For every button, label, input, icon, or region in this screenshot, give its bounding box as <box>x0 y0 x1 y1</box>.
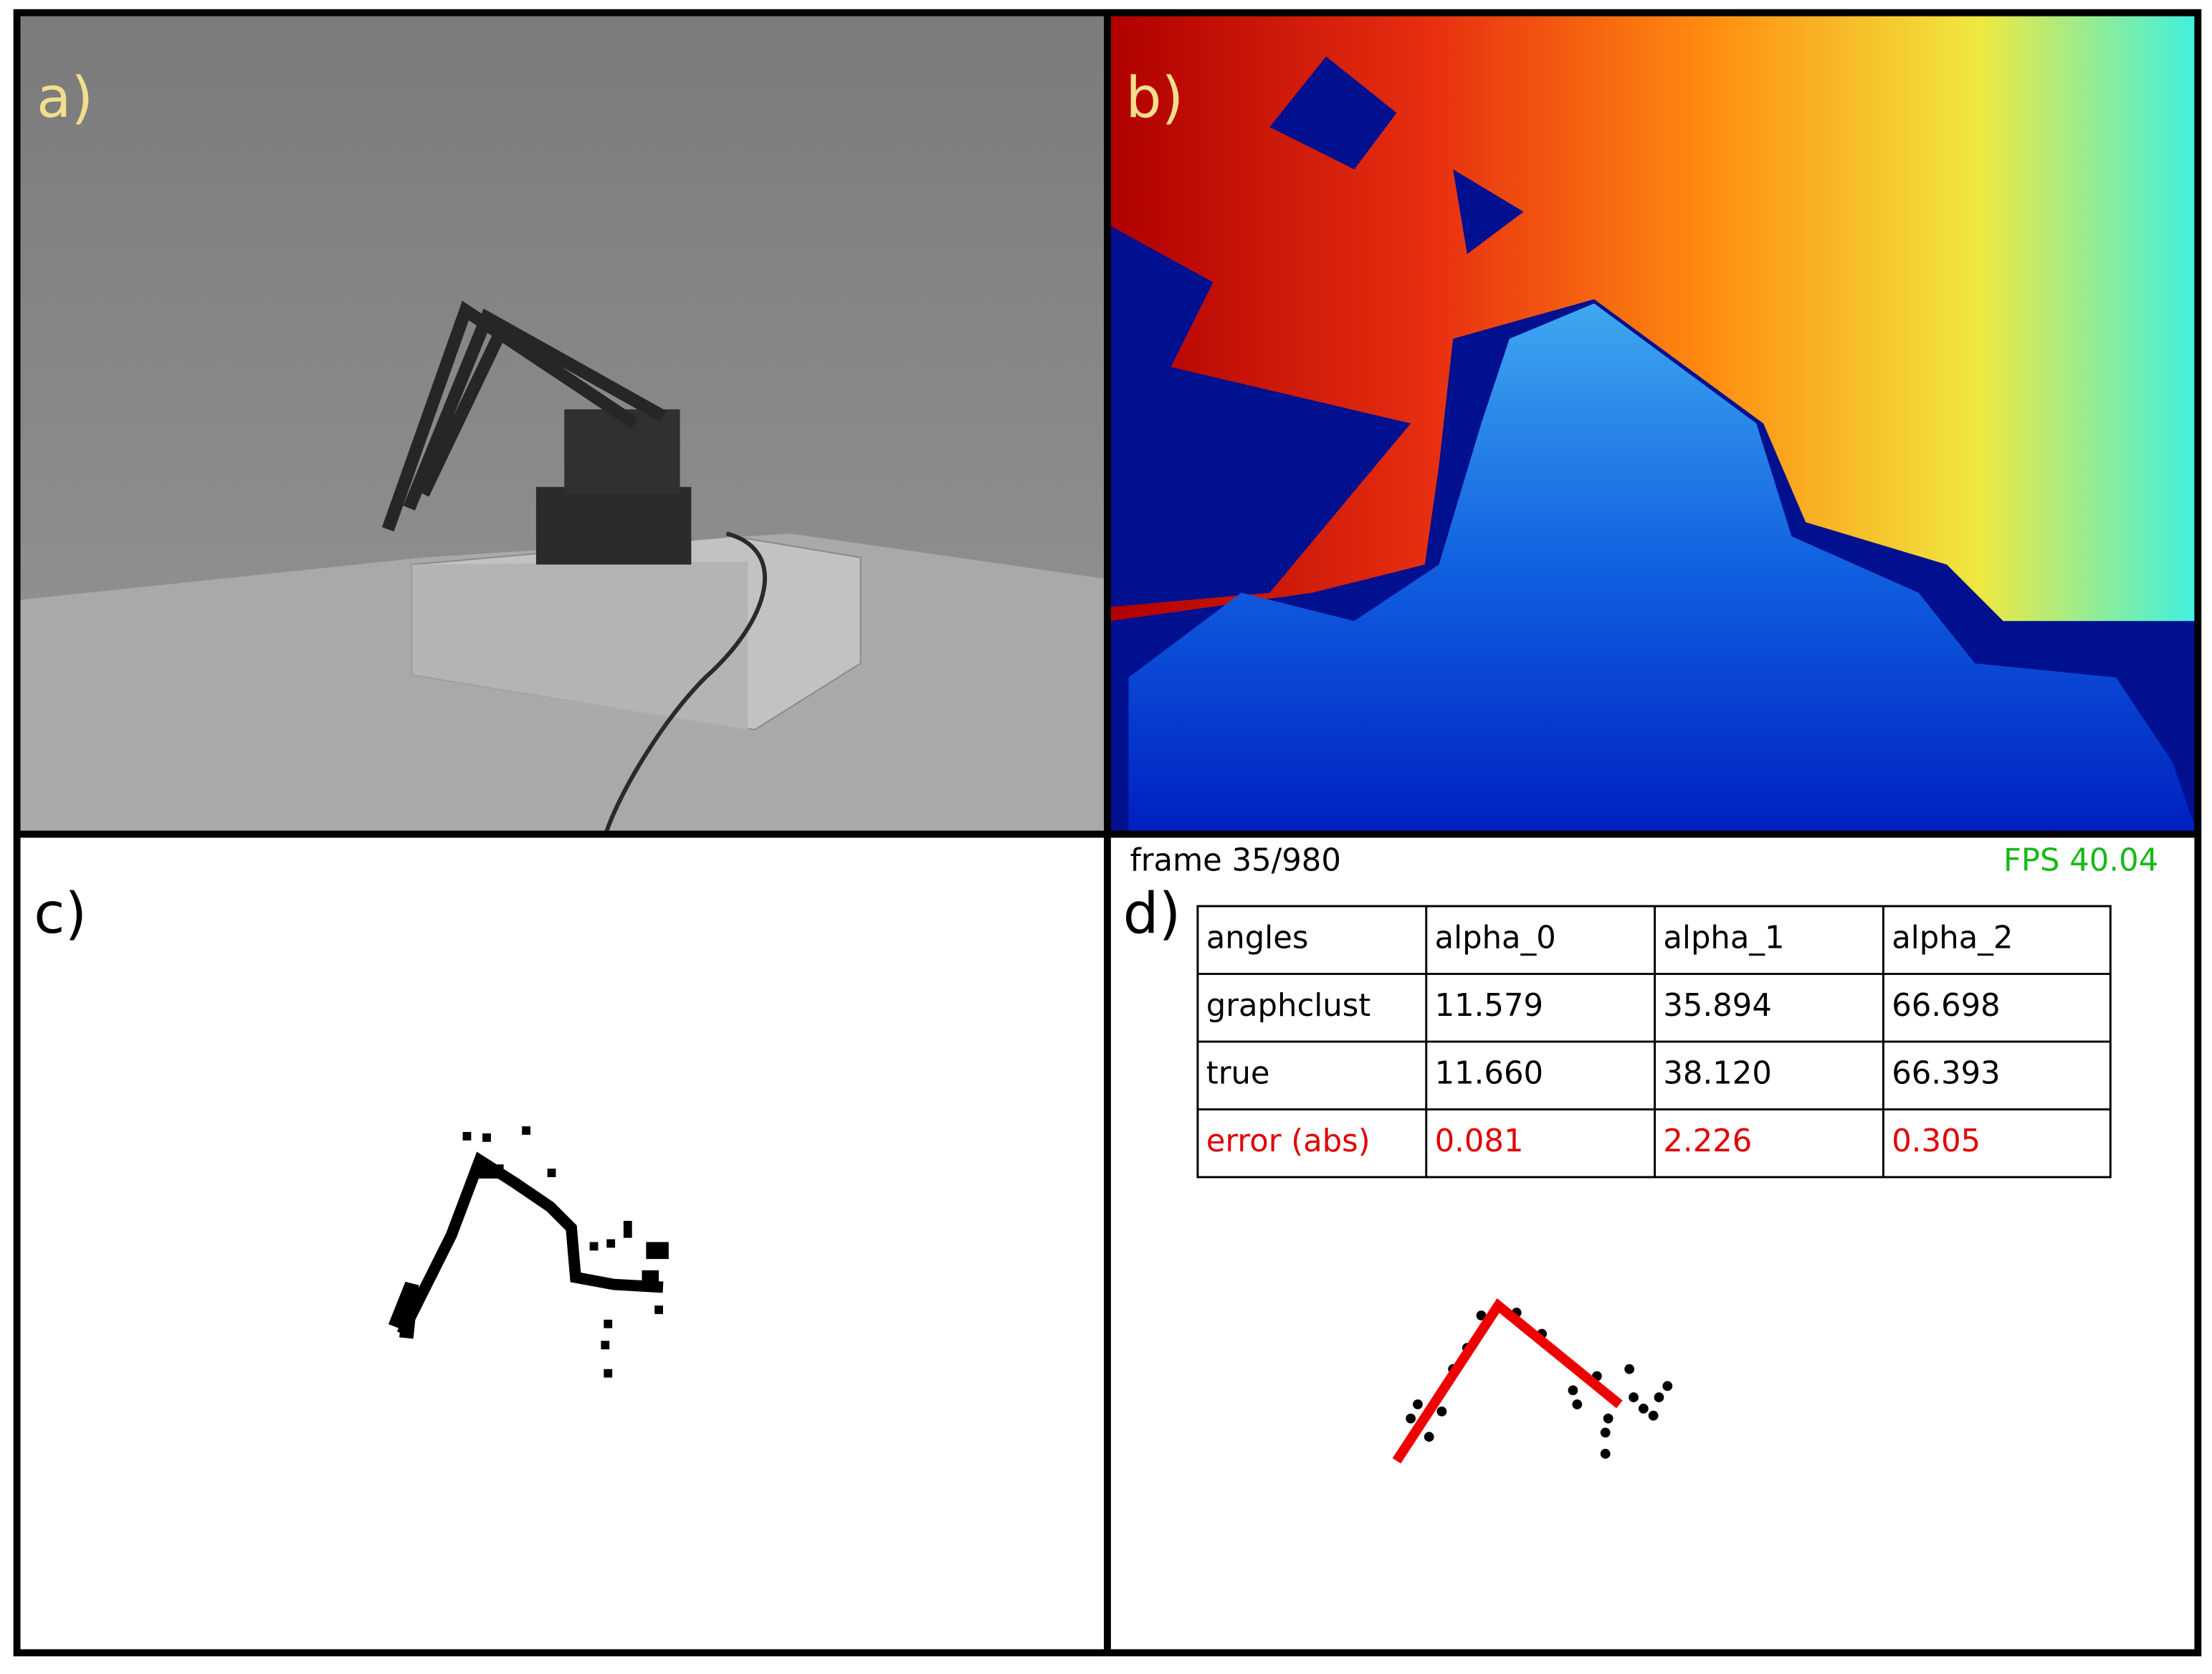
point-silhouette <box>396 1151 664 1336</box>
panel-c: c) <box>19 837 1106 1650</box>
robot-body <box>564 409 680 495</box>
table-cell: true <box>1206 1056 1270 1092</box>
panel-label: c) <box>34 880 87 946</box>
robot-arm <box>381 300 667 532</box>
table-cell: 11.579 <box>1435 988 1543 1024</box>
table-cell: 66.698 <box>1892 988 2000 1024</box>
table-cell: 0.081 <box>1435 1123 1524 1159</box>
table-cell: graphclust <box>1206 988 1371 1024</box>
result-view <box>1110 837 2197 1650</box>
table-grid <box>1196 905 2112 1179</box>
table-cell: 11.660 <box>1435 1056 1543 1092</box>
table-cell: 66.393 <box>1892 1056 2000 1092</box>
table-cell: 2.226 <box>1663 1123 1752 1159</box>
fps-counter: FPS 40.04 <box>2003 842 2158 878</box>
cable <box>604 531 767 832</box>
box-front <box>411 561 748 730</box>
table-cell: error (abs) <box>1206 1123 1370 1159</box>
point-silhouette <box>388 1281 419 1339</box>
panel-a: a) <box>19 15 1106 832</box>
frame-counter: frame 35/980 <box>1130 842 1340 878</box>
table-cell: 0.305 <box>1892 1123 1980 1159</box>
skeleton <box>1392 1298 1623 1464</box>
table-header-cell: angles <box>1206 921 1309 956</box>
panel-label: a) <box>37 65 93 130</box>
points <box>462 1126 669 1378</box>
robot-base <box>535 487 692 565</box>
depth-holes <box>1110 56 1524 607</box>
table-header-cell: alpha_0 <box>1435 921 1556 956</box>
panel-label: b) <box>1126 65 1184 130</box>
table-header-cell: alpha_1 <box>1663 921 1784 956</box>
panel-d: frame 35/980 FPS 40.04 d) angles alpha_0 a… <box>1110 837 2197 1650</box>
pointcloud-view <box>19 837 1106 1650</box>
angle-table: angles alpha_0 alpha_1 alpha_2 graphclust 11.… <box>1206 921 2013 1160</box>
table-cell: 35.894 <box>1663 988 1771 1024</box>
table-header-cell: alpha_2 <box>1892 921 2013 956</box>
table-cell: 38.120 <box>1663 1056 1771 1092</box>
depth-near <box>1128 303 2197 832</box>
panel-b: b) <box>1110 15 2197 832</box>
frame-borders <box>13 9 2202 1657</box>
panel-label: d) <box>1123 880 1181 946</box>
